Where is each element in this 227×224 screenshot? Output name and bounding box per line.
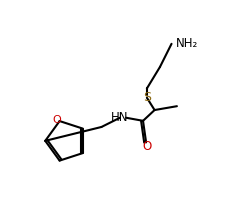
- Text: S: S: [142, 91, 150, 104]
- Text: HN: HN: [111, 111, 128, 124]
- Text: O: O: [52, 115, 61, 125]
- Text: NH₂: NH₂: [175, 37, 197, 50]
- Text: O: O: [142, 140, 151, 153]
